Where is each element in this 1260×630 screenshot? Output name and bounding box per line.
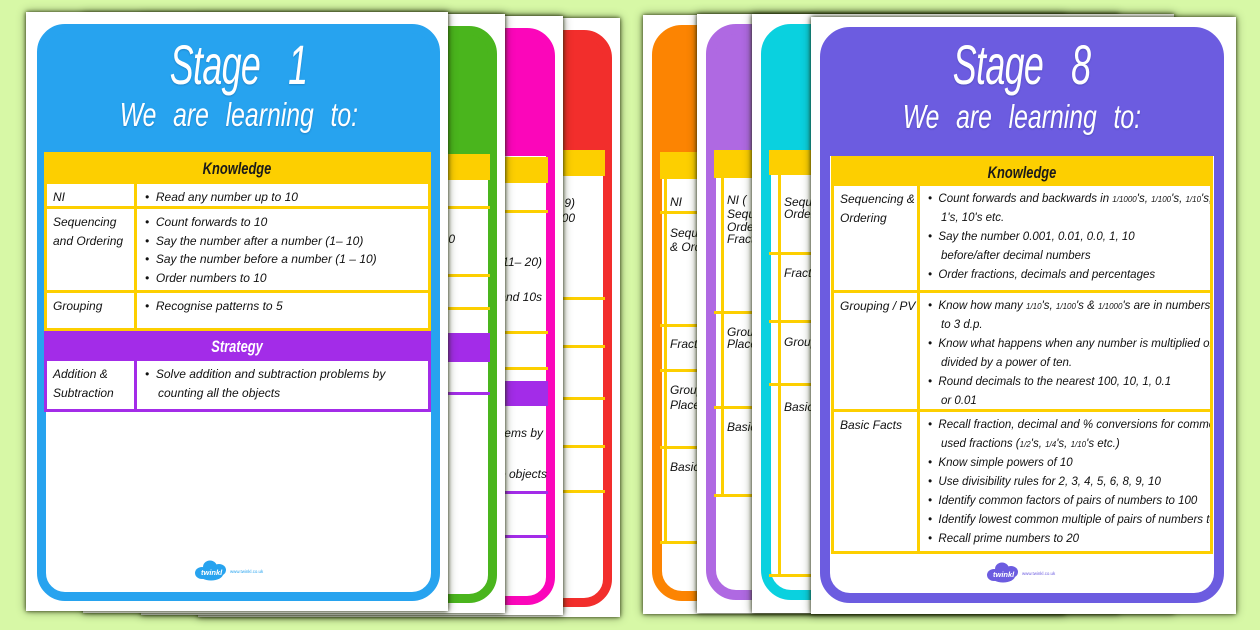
svg-text:www.twinkl.co.uk: www.twinkl.co.uk xyxy=(1022,571,1056,576)
svg-text:twinkl: twinkl xyxy=(201,568,223,577)
svg-text:www.twinkl.co.uk: www.twinkl.co.uk xyxy=(230,569,264,574)
svg-text:twinkl: twinkl xyxy=(993,570,1015,579)
